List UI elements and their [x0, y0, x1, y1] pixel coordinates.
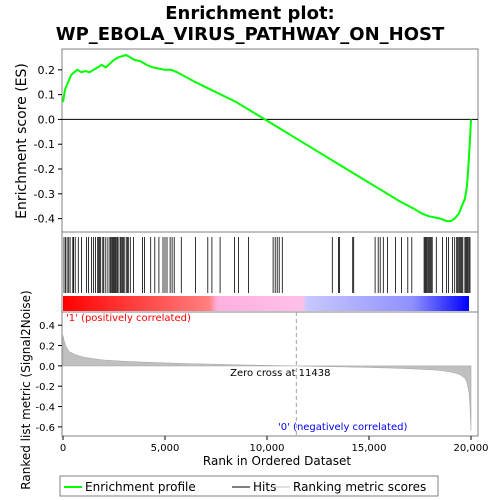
es-y-tick-label: 0.2 — [38, 64, 56, 77]
es-y-tick-label: 0.1 — [38, 89, 56, 102]
es-y-tick-label: -0.3 — [34, 188, 55, 201]
es-y-axis-label: Enrichment score (ES) — [14, 63, 30, 219]
legend-box — [59, 475, 439, 497]
es-y-tick-label: -0.1 — [34, 138, 55, 151]
rank-y-axis-label: Ranked list metric (Signal2Noise) — [19, 290, 33, 489]
rank-y-tick-label: 0.2 — [39, 342, 55, 353]
hit-lines — [63, 237, 471, 293]
rank-x-tick-label: 20,000 — [454, 443, 489, 454]
ranking-metric-area — [62, 335, 472, 431]
rank-y-tick-label: 0.0 — [39, 362, 55, 373]
positive-correlation-label: '1' (positively correlated) — [66, 313, 191, 324]
rank-x-axis-label: Rank in Ordered Dataset — [203, 454, 351, 468]
legend: Enrichment profile Hits Ranking metric s… — [59, 475, 439, 497]
rank-x-tick-label: 15,000 — [352, 443, 387, 454]
rank-y-axis: 0.4 0.2 0.0 -0.2 -0.4 -0.6 — [35, 321, 62, 434]
legend-enrichment-label: Enrichment profile — [85, 480, 196, 494]
es-y-tick-label: -0.4 — [34, 213, 55, 226]
es-y-tick-label: 0.0 — [38, 113, 56, 126]
legend-ranking-label: Ranking metric scores — [293, 480, 426, 494]
rank-panel: Zero cross at 11438 '1' (positively corr… — [19, 290, 489, 489]
rank-x-tick-label: 0 — [60, 443, 66, 454]
hits-panel — [61, 231, 479, 313]
legend-hits-label: Hits — [253, 480, 276, 494]
es-y-tick-label: -0.2 — [34, 163, 55, 176]
chart-title-line1: Enrichment plot: — [165, 3, 335, 24]
rank-color-bar — [63, 296, 469, 311]
es-plot-frame — [61, 48, 479, 233]
rank-x-tick-label: 10,000 — [250, 443, 285, 454]
chart-title-line2: WP_EBOLA_VIRUS_PATHWAY_ON_HOST — [56, 24, 445, 45]
negative-correlation-label: '0' (negatively correlated) — [278, 422, 407, 433]
rank-x-axis: 0 5,000 10,000 15,000 20,000 — [60, 436, 489, 454]
rank-x-tick-label: 5,000 — [151, 443, 180, 454]
es-panel: 0.2 0.1 0.0 -0.1 -0.2 -0.3 -0.4 Enrichment sco… — [14, 48, 479, 233]
zero-cross-label: Zero cross at 11438 — [230, 368, 330, 379]
rank-y-tick-label: -0.4 — [35, 403, 55, 414]
es-y-axis: 0.2 0.1 0.0 -0.1 -0.2 -0.3 -0.4 — [34, 64, 62, 226]
rank-y-tick-label: -0.2 — [35, 382, 55, 393]
rank-y-tick-label: -0.6 — [35, 423, 55, 434]
enrichment-profile-line — [62, 53, 472, 223]
rank-y-tick-label: 0.4 — [39, 321, 55, 332]
rank-plot-frame — [61, 311, 479, 437]
